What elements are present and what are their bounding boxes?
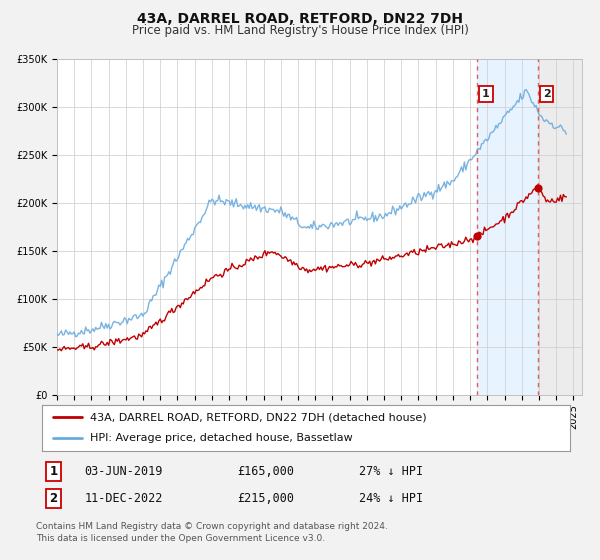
Text: 24% ↓ HPI: 24% ↓ HPI: [359, 492, 423, 505]
Text: £165,000: £165,000: [238, 465, 295, 478]
Text: 2: 2: [50, 492, 58, 505]
Text: HPI: Average price, detached house, Bassetlaw: HPI: Average price, detached house, Bass…: [89, 433, 352, 444]
Text: 27% ↓ HPI: 27% ↓ HPI: [359, 465, 423, 478]
Text: 43A, DARREL ROAD, RETFORD, DN22 7DH (detached house): 43A, DARREL ROAD, RETFORD, DN22 7DH (det…: [89, 412, 426, 422]
Bar: [538, 59, 582, 395]
Text: Contains HM Land Registry data © Crown copyright and database right 2024.
This d: Contains HM Land Registry data © Crown c…: [36, 522, 388, 543]
Text: £215,000: £215,000: [238, 492, 295, 505]
Bar: [538, 59, 582, 395]
Text: 1: 1: [50, 465, 58, 478]
Text: 43A, DARREL ROAD, RETFORD, DN22 7DH: 43A, DARREL ROAD, RETFORD, DN22 7DH: [137, 12, 463, 26]
Text: 03-JUN-2019: 03-JUN-2019: [84, 465, 163, 478]
Bar: [478, 59, 538, 395]
Point: [473, 232, 482, 241]
Text: 11-DEC-2022: 11-DEC-2022: [84, 492, 163, 505]
Text: Price paid vs. HM Land Registry's House Price Index (HPI): Price paid vs. HM Land Registry's House …: [131, 24, 469, 37]
Point: [533, 184, 543, 193]
Text: 2: 2: [543, 89, 551, 99]
Text: 1: 1: [482, 89, 490, 99]
